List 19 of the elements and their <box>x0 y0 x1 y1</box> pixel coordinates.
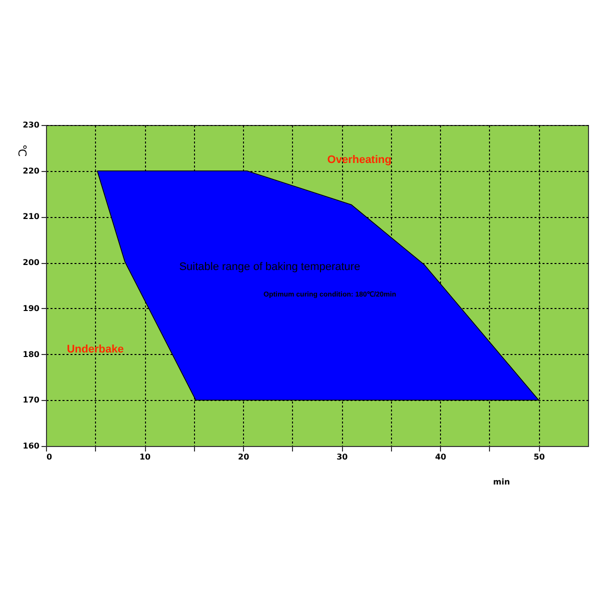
x-tick-label: 30 <box>336 452 348 462</box>
y-tick-label: 210 <box>22 212 40 222</box>
x-axis-title: min <box>493 478 510 486</box>
y-tick-label: 190 <box>22 304 40 313</box>
annotation: Suitable range of baking temperature <box>179 261 360 274</box>
y-tick-label: 200 <box>22 258 40 268</box>
x-tick-label: 40 <box>435 452 447 462</box>
x-tick-label: 50 <box>534 452 546 462</box>
y-tick-label: 180 <box>22 350 40 359</box>
y-axis-title: ℃ <box>16 144 28 157</box>
annotation: Overheating <box>327 154 392 166</box>
x-tick-label: 20 <box>238 452 250 462</box>
x-tick-label: 0 <box>46 452 52 462</box>
y-tick-label: 230 <box>22 120 40 130</box>
x-tick-label: 10 <box>139 452 152 462</box>
y-tick-label: 220 <box>22 166 40 176</box>
y-tick-label: 170 <box>22 396 40 405</box>
y-tick-label: 160 <box>22 442 40 450</box>
annotation: Underbake <box>66 344 124 356</box>
